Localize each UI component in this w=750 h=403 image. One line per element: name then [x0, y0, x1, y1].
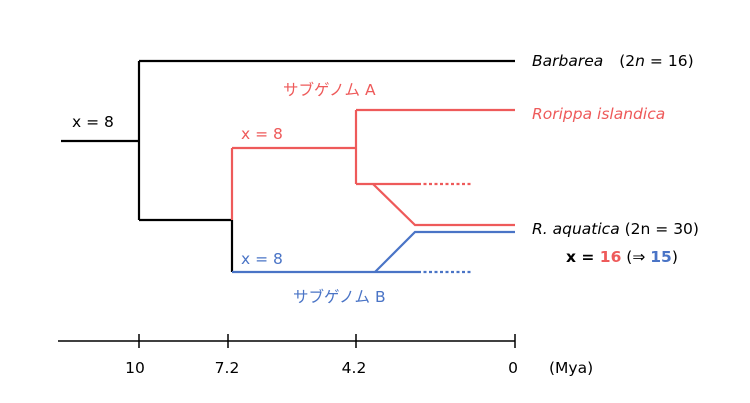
note-value-a: 16: [600, 248, 622, 266]
barbarea-ploidy-n: n: [635, 52, 645, 70]
chromosome-number-note: x = 16 (⇒ 15): [566, 248, 678, 266]
note-value-b: 15: [650, 248, 672, 266]
axis-unit-label: (Mya): [549, 359, 593, 377]
note-prefix: x =: [566, 248, 600, 266]
tick-label-0: 0: [508, 359, 518, 377]
tick-label-7-2: 7.2: [215, 359, 240, 377]
time-axis: [58, 334, 516, 348]
subgenome-b-lineage: [232, 230, 515, 274]
root-chromosome-label: x = 8: [72, 113, 114, 131]
tick-label-10: 10: [125, 359, 145, 377]
tick-label-4-2: 4.2: [342, 359, 367, 377]
subgenome-b-chromosome-label: x = 8: [241, 250, 283, 268]
subgenome-b-label: サブゲノム B: [293, 287, 386, 306]
aquatica-label: R. aquatica (2n = 30): [532, 220, 699, 238]
note-suffix: ): [672, 248, 678, 266]
barbarea-ploidy-value: = 16): [645, 52, 694, 70]
subgenome-a-label: サブゲノム A: [283, 80, 376, 99]
barbarea-label: Barbarea (2n = 16): [532, 52, 694, 70]
blue-to-aquatica: [374, 230, 515, 273]
red-to-aquatica: [372, 183, 515, 227]
note-arrow: (⇒: [621, 248, 650, 266]
aquatica-name: R. aquatica: [532, 220, 620, 238]
subgenome-a-chromosome-label: x = 8: [241, 125, 283, 143]
barbarea-name: Barbarea: [532, 52, 603, 70]
subgenome-a-lineage: [230, 108, 515, 227]
rorippa-islandica-label: Rorippa islandica: [532, 105, 665, 123]
aquatica-ploidy: (2n = 30): [620, 220, 699, 238]
black-lineage: [61, 59, 515, 272]
barbarea-ploidy-open: (2: [619, 52, 635, 70]
